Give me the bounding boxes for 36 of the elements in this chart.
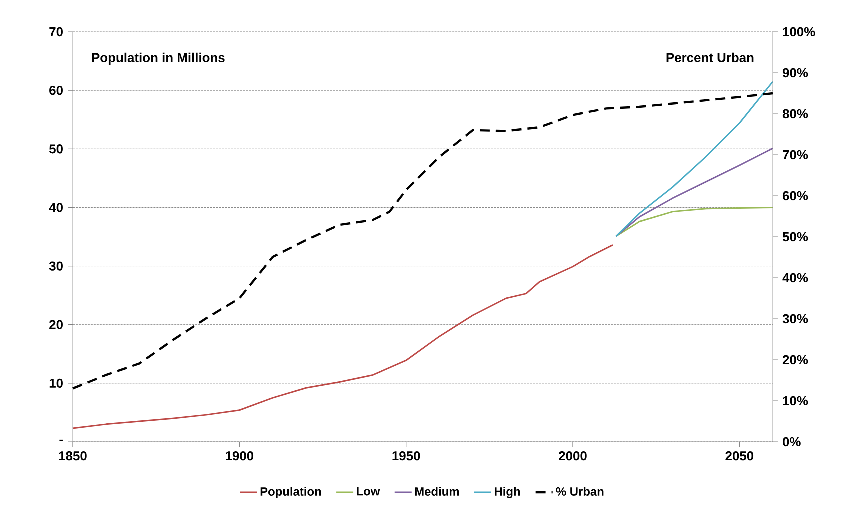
y2-tick-label: 40% bbox=[782, 273, 808, 283]
x-tick-label: 1950 bbox=[392, 451, 420, 461]
y2-axis-title: Percent Urban bbox=[666, 52, 754, 62]
y2-tick-label: 70% bbox=[783, 150, 808, 160]
y-tick-label: 10 bbox=[50, 378, 63, 388]
y2-tick-label: 20% bbox=[782, 355, 808, 365]
y-tick-label: 20 bbox=[50, 320, 63, 330]
legend-label: % Urban bbox=[556, 487, 604, 496]
y2-tick-label: 60% bbox=[782, 191, 808, 201]
y2-tick-label: 90% bbox=[782, 68, 808, 78]
line-series bbox=[616, 81, 774, 238]
y-tick-label: 70 bbox=[50, 27, 63, 37]
y2-tick-label: 50% bbox=[782, 232, 808, 242]
y-axis-title: Population in Millions bbox=[92, 52, 225, 65]
line-series bbox=[72, 92, 774, 390]
legend-label: Population bbox=[260, 487, 322, 498]
x-tick-label: 2050 bbox=[726, 451, 754, 461]
y2-tick-label: 30% bbox=[782, 314, 808, 324]
y-tick-label: 60 bbox=[50, 86, 63, 96]
x-tick-label: 2000 bbox=[559, 451, 587, 461]
y2-tick-label: 10% bbox=[783, 396, 808, 406]
line-series bbox=[72, 244, 614, 430]
y-tick-label: 50 bbox=[50, 144, 63, 154]
y2-tick-label: 100% bbox=[783, 27, 816, 37]
line-series bbox=[616, 148, 774, 238]
legend-label: Medium bbox=[415, 487, 460, 496]
y2-tick-label: 0% bbox=[783, 437, 801, 447]
x-tick-label: 1850 bbox=[59, 451, 87, 461]
y-tick-label: - bbox=[60, 440, 63, 442]
y-tick-label: 40 bbox=[49, 203, 63, 212]
legend-label: Low bbox=[357, 487, 380, 496]
x-tick-label: 1900 bbox=[226, 451, 254, 461]
y2-tick-label: 80% bbox=[782, 109, 808, 119]
line-series bbox=[616, 206, 774, 238]
y-tick-label: 30 bbox=[49, 262, 63, 271]
legend-label: High bbox=[495, 487, 520, 498]
